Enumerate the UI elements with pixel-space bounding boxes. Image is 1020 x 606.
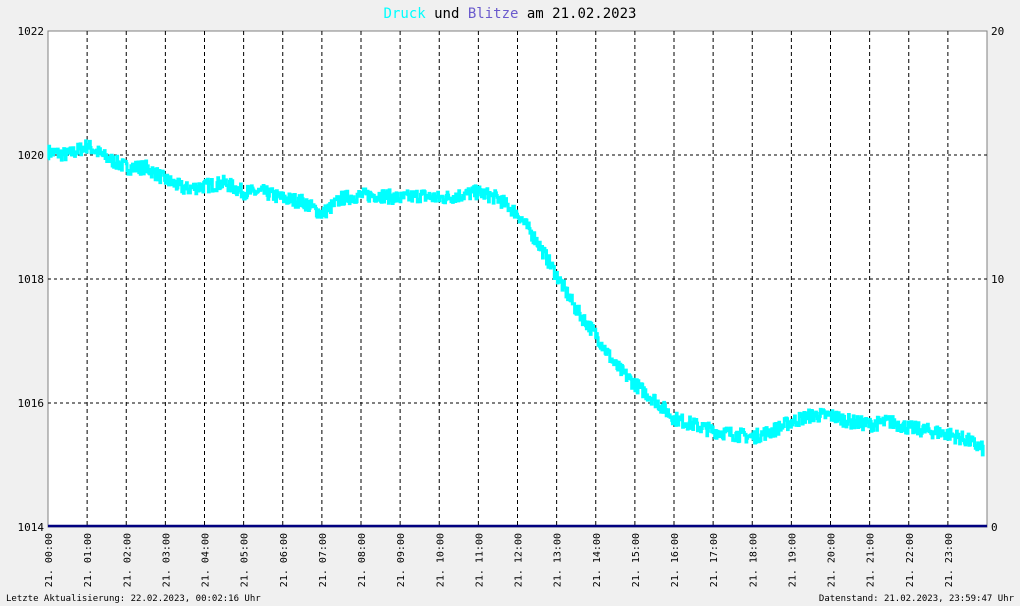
y-left-tick-label: 1020 — [18, 149, 45, 162]
x-tick-label: 21. 07:00 — [318, 533, 329, 587]
x-tick-label: 21. 15:00 — [631, 533, 642, 587]
x-tick-label: 21. 11:00 — [474, 533, 485, 587]
title-date: am 21.02.2023 — [518, 6, 636, 22]
y-right-tick-label: 10 — [991, 273, 1004, 286]
y-left-tick-label: 1016 — [18, 397, 45, 410]
x-tick-label: 21. 20:00 — [827, 533, 838, 587]
x-tick-label: 21. 16:00 — [670, 533, 681, 587]
x-tick-label: 21. 14:00 — [592, 533, 603, 587]
x-tick-label: 21. 00:00 — [44, 533, 55, 587]
x-tick-label: 21. 09:00 — [396, 533, 407, 587]
footer-last-update: Letzte Aktualisierung: 22.02.2023, 00:02… — [6, 594, 261, 604]
x-tick-label: 21. 23:00 — [944, 533, 955, 587]
x-tick-label: 21. 03:00 — [161, 533, 172, 587]
x-tick-label: 21. 22:00 — [905, 533, 916, 587]
y-left-tick-label: 1014 — [18, 521, 45, 534]
title-und: und — [426, 6, 468, 22]
y-right-tick-label: 0 — [991, 521, 998, 534]
grid — [48, 31, 987, 527]
x-tick-label: 21. 17:00 — [709, 533, 720, 587]
chart-title: Druck und Blitze am 21.02.2023 — [384, 6, 637, 22]
y-left-tick-label: 1018 — [18, 273, 45, 286]
data-series — [47, 139, 987, 528]
x-tick-label: 21. 08:00 — [357, 533, 368, 587]
y-right-tick-label: 20 — [991, 25, 1004, 38]
x-tick-label: 21. 05:00 — [240, 533, 251, 587]
x-tick-label: 21. 02:00 — [122, 533, 133, 587]
title-druck: Druck — [384, 6, 427, 22]
x-tick-label: 21. 01:00 — [83, 533, 94, 587]
x-tick-label: 21. 06:00 — [279, 533, 290, 587]
x-tick-label: 21. 12:00 — [514, 533, 525, 587]
y-left-tick-label: 1022 — [18, 25, 45, 38]
footer-data-status: Datenstand: 21.02.2023, 23:59:47 Uhr — [819, 594, 1015, 604]
title-blitze: Blitze — [468, 6, 519, 22]
x-tick-label: 21. 21:00 — [866, 533, 877, 587]
x-tick-label: 21. 10:00 — [435, 533, 446, 587]
x-tick-label: 21. 19:00 — [787, 533, 798, 587]
tick-labels: 21. 00:00 21. 01:00 21. 02:00 21. 03:00 21. … — [18, 25, 1005, 587]
x-tick-label: 21. 04:00 — [201, 533, 212, 587]
series-druck-line — [47, 139, 985, 457]
x-tick-label: 21. 13:00 — [553, 533, 564, 587]
x-tick-label: 21. 18:00 — [748, 533, 759, 587]
